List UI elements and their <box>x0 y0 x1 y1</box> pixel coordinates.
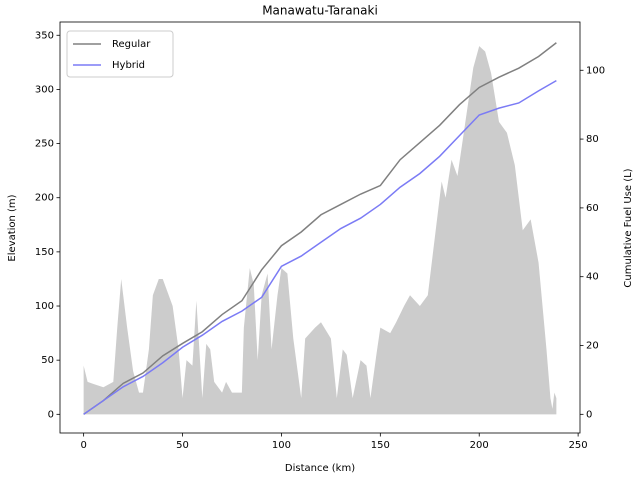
x-tick-label: 200 <box>470 440 489 451</box>
axes-frame <box>59 21 581 434</box>
y2-tick-label: 0 <box>586 409 592 420</box>
y-tick-label: 50 <box>41 355 54 366</box>
y-tick-label: 350 <box>35 30 54 41</box>
y-tick-label: 100 <box>35 301 54 312</box>
y-tick-label: 250 <box>35 139 54 150</box>
y-tick-label: 0 <box>48 409 54 420</box>
y2-axis-label: Cumulative Fuel Use (L) <box>623 168 634 287</box>
chart-title: Manawatu-Taranaki <box>262 4 378 18</box>
legend-label: Regular <box>112 39 151 50</box>
legend-label: Hybrid <box>112 60 145 71</box>
fuel-line <box>83 79 557 415</box>
y-tick-label: 300 <box>35 84 54 95</box>
legend: Regular Hybrid <box>66 30 174 78</box>
fuel-line <box>83 42 557 415</box>
elevation-area <box>83 46 557 415</box>
y2-tick-label: 80 <box>586 134 599 145</box>
x-tick-label: 250 <box>569 440 588 451</box>
y2-tick-label: 40 <box>586 272 599 283</box>
y2-tick-label: 100 <box>586 65 605 76</box>
y2-tick-label: 20 <box>586 341 599 352</box>
x-tick-label: 50 <box>176 440 189 451</box>
y-tick-label: 200 <box>35 193 54 204</box>
x-tick-label: 0 <box>80 440 86 451</box>
plot-area <box>83 42 557 415</box>
y-tick-label: 150 <box>35 247 54 258</box>
y2-tick-label: 60 <box>586 203 599 214</box>
x-tick-label: 150 <box>371 440 390 451</box>
x-axis-label: Distance (km) <box>285 463 355 474</box>
x-tick-label: 100 <box>272 440 291 451</box>
y-axis-label: Elevation (m) <box>7 194 18 261</box>
